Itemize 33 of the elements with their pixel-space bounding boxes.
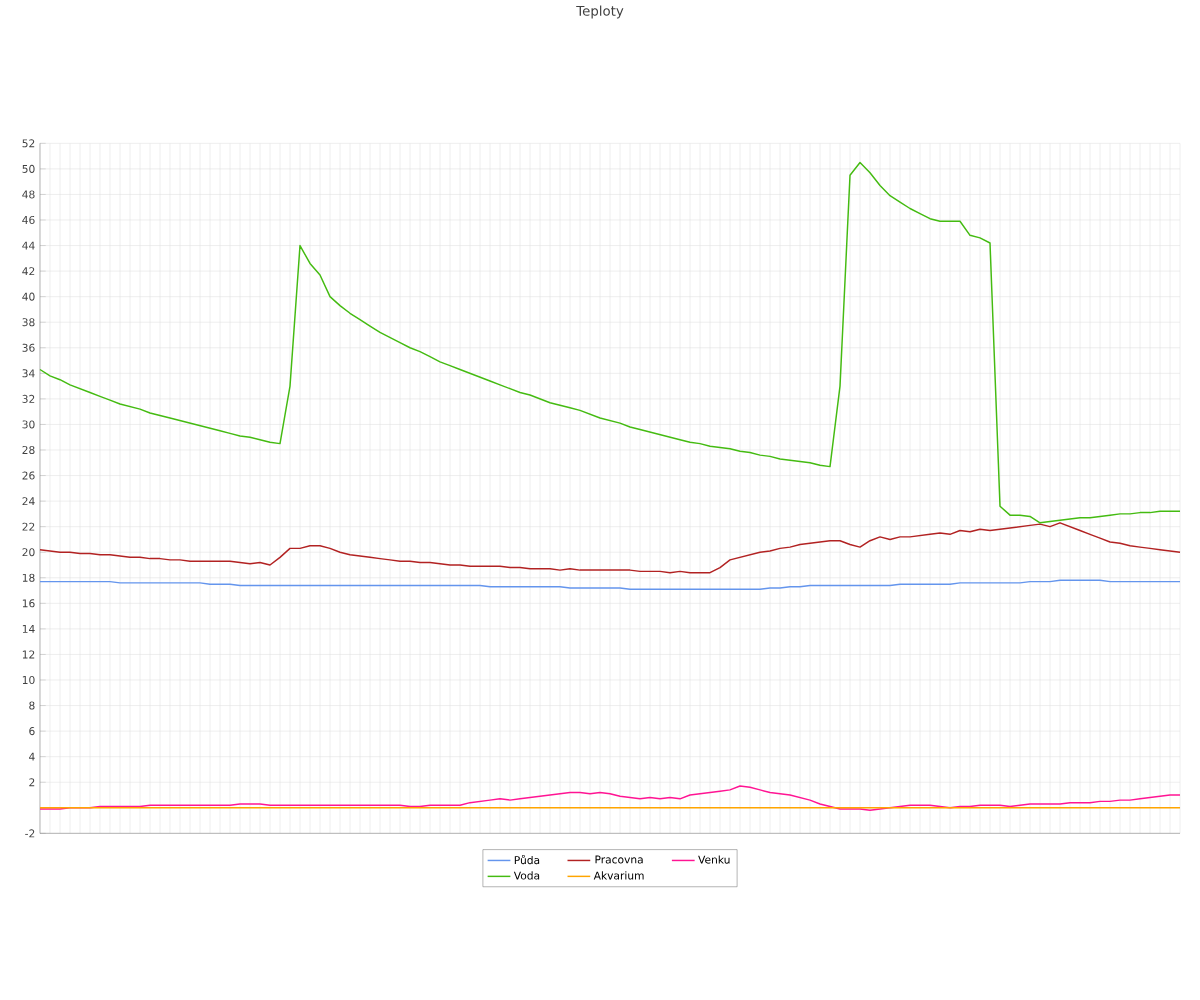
y-tick-label: 8 — [29, 701, 35, 710]
y-tick-label: 28 — [22, 445, 35, 455]
chart-title: Teploty — [576, 5, 624, 19]
y-tick-label: 36 — [22, 343, 35, 352]
legend-label: Akvarium — [593, 871, 644, 880]
legend-label: Pracovna — [595, 855, 643, 864]
y-tick-label: 50 — [22, 164, 35, 173]
y-tick-label: 18 — [22, 573, 35, 582]
y-tick-label: 30 — [22, 420, 35, 429]
y-tick-label: 34 — [22, 369, 35, 378]
legend-label: Venku — [698, 855, 730, 864]
y-tick-label: -2 — [25, 829, 35, 838]
y-tick-label: 42 — [22, 267, 35, 276]
y-tick-label: 52 — [22, 139, 35, 148]
y-tick-label: 48 — [22, 190, 35, 199]
legend-label: Půda — [514, 854, 540, 865]
legend-label: Voda — [513, 871, 540, 880]
y-tick-label: 10 — [22, 675, 35, 685]
y-tick-label: 44 — [22, 241, 35, 250]
y-tick-label: 46 — [22, 215, 35, 225]
y-tick-label: 2 — [29, 778, 35, 787]
y-tick-label: 4 — [29, 752, 35, 761]
y-tick-label: 26 — [22, 471, 35, 480]
y-tick-label: 20 — [22, 548, 35, 557]
y-tick-label: 24 — [22, 497, 35, 506]
y-tick-label: 14 — [22, 625, 35, 633]
y-tick-label: 12 — [22, 650, 35, 659]
y-tick-label: 22 — [22, 522, 35, 531]
y-tick-label: 6 — [29, 727, 35, 736]
y-tick-label: 16 — [22, 599, 35, 608]
y-tick-label: 40 — [22, 292, 35, 301]
y-tick-label: 38 — [22, 318, 35, 327]
y-tick-label: 32 — [22, 394, 35, 403]
